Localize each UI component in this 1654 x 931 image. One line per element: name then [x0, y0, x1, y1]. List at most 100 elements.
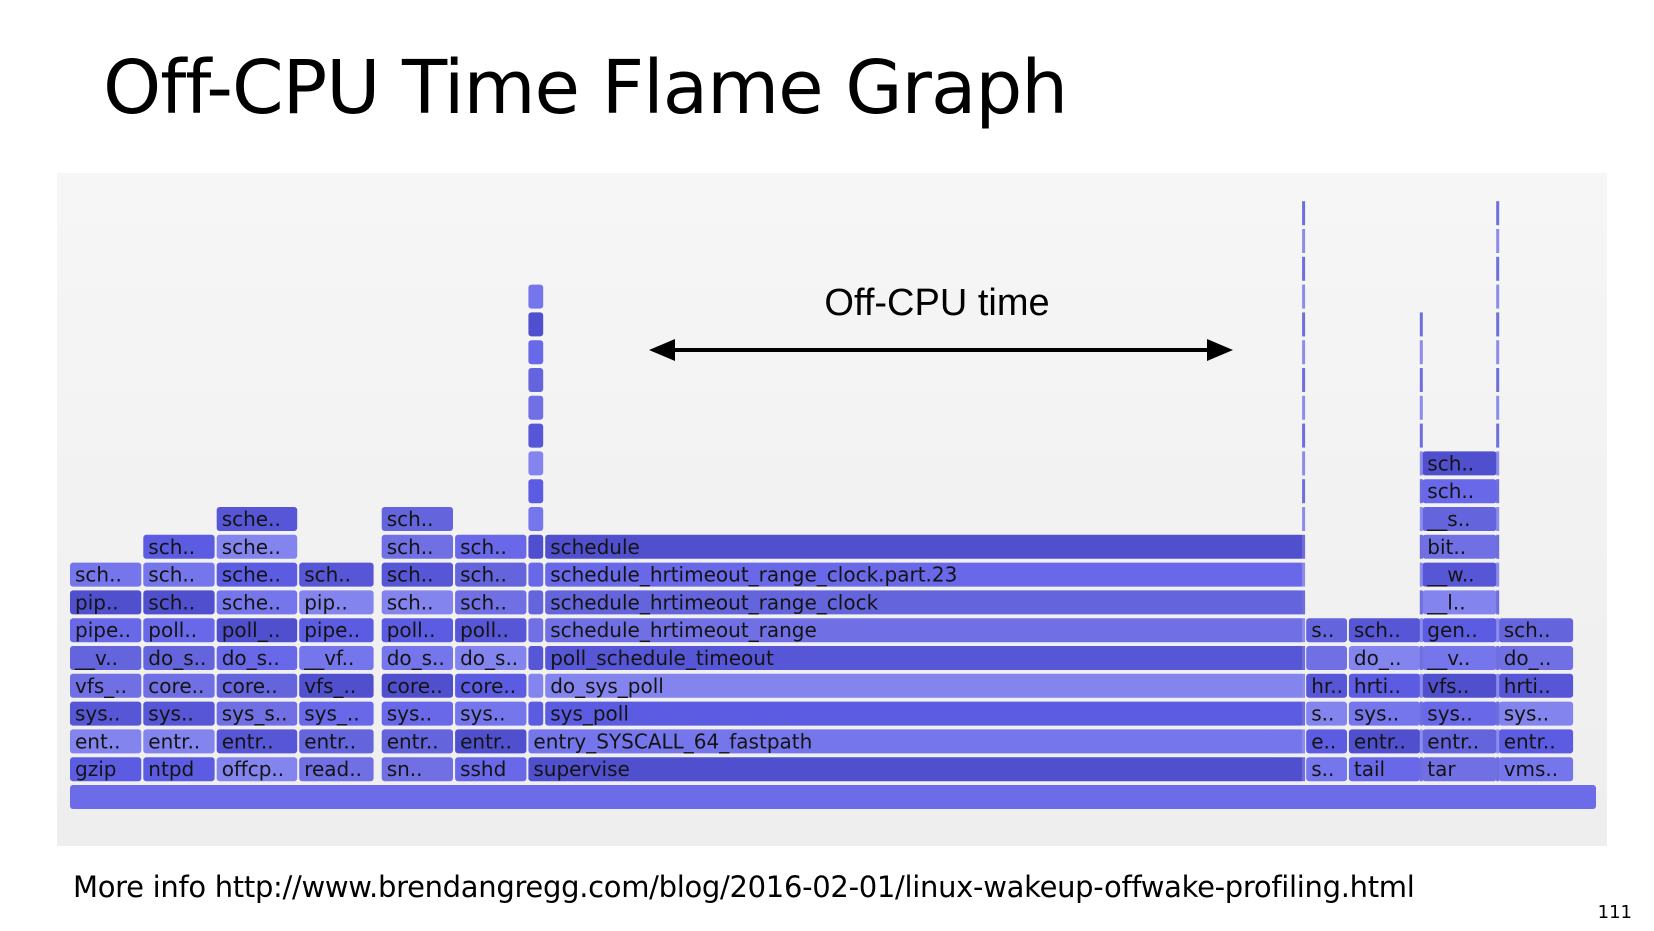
- flame-frame-rect[interactable]: [1348, 618, 1421, 643]
- flame-frame-rect[interactable]: [528, 757, 1305, 782]
- flame-frame[interactable]: [1306, 646, 1347, 670]
- flame-frame[interactable]: sys..: [143, 701, 215, 726]
- flame-frame-rect[interactable]: [545, 673, 1305, 698]
- flame-frame-rect[interactable]: [528, 395, 544, 420]
- flame-frame[interactable]: [528, 312, 544, 337]
- flame-frame[interactable]: schedule_hrtimeout_range_clock.part.23: [545, 562, 1305, 587]
- flame-frame-rect[interactable]: [299, 590, 374, 615]
- flame-frame[interactable]: do_sys_poll: [545, 673, 1305, 698]
- flame-frame-rect[interactable]: [70, 729, 142, 754]
- thin-stack-segment[interactable]: [1496, 757, 1500, 782]
- thin-stack-segment[interactable]: [1302, 534, 1306, 559]
- flame-frame[interactable]: sys..: [455, 701, 527, 726]
- flame-frame-rect[interactable]: [299, 562, 374, 587]
- flame-frame[interactable]: entr..: [1422, 729, 1497, 754]
- flame-frame[interactable]: [528, 340, 544, 365]
- flame-frame[interactable]: sche..: [216, 562, 298, 587]
- thin-stack-segment[interactable]: [1419, 590, 1423, 615]
- flame-frame-rect[interactable]: [299, 646, 374, 670]
- flame-frame-rect[interactable]: [1422, 757, 1497, 782]
- flame-frame-rect[interactable]: [299, 701, 374, 726]
- flame-frame-rect[interactable]: [1306, 618, 1347, 643]
- flame-frame[interactable]: bit..: [1422, 534, 1497, 559]
- flame-frame-rect[interactable]: [1498, 646, 1574, 670]
- thin-stack-segment[interactable]: [1419, 757, 1423, 782]
- flame-frame-rect[interactable]: [143, 534, 215, 559]
- flame-frame[interactable]: sch..: [381, 507, 453, 531]
- thin-stack-segment[interactable]: [1496, 340, 1500, 365]
- flame-frame-rect[interactable]: [381, 729, 453, 754]
- flame-frame-rect[interactable]: [381, 673, 453, 698]
- flame-frame-rect[interactable]: [381, 507, 453, 531]
- flame-frame[interactable]: sch..: [455, 562, 527, 587]
- flame-frame-rect[interactable]: [381, 646, 453, 670]
- flame-frame[interactable]: entr..: [455, 729, 527, 754]
- flame-frame-rect[interactable]: [528, 701, 544, 726]
- flame-frame-rect[interactable]: [1498, 673, 1574, 698]
- flame-frame[interactable]: s..: [1306, 618, 1347, 643]
- flame-frame[interactable]: __vf..: [299, 646, 374, 670]
- flame-frame[interactable]: sch..: [299, 562, 374, 587]
- flame-frame-rect[interactable]: [528, 590, 544, 615]
- flame-frame[interactable]: sys_poll: [545, 701, 1305, 726]
- flame-frame[interactable]: sch..: [381, 590, 453, 615]
- thin-stack-segment[interactable]: [1419, 673, 1423, 698]
- thin-stack-segment[interactable]: [1302, 729, 1306, 754]
- thin-stack-segment[interactable]: [1302, 451, 1306, 476]
- flame-frame[interactable]: sn..: [381, 757, 453, 782]
- flame-frame[interactable]: poll..: [143, 618, 215, 643]
- flame-frame-rect[interactable]: [216, 507, 298, 531]
- thin-stack-segment[interactable]: [1302, 479, 1306, 504]
- flame-frame[interactable]: schedule: [545, 534, 1305, 559]
- thin-stack-segment[interactable]: [1302, 590, 1306, 615]
- thin-stack-segment[interactable]: [1496, 312, 1500, 337]
- flame-frame[interactable]: sch..: [143, 534, 215, 559]
- flame-frame-rect[interactable]: [70, 562, 142, 587]
- thin-stack-segment[interactable]: [1496, 646, 1500, 670]
- flame-frame-rect[interactable]: [1498, 757, 1574, 782]
- flame-frame[interactable]: vfs_..: [70, 673, 142, 698]
- flame-frame[interactable]: sys..: [70, 701, 142, 726]
- flame-frame-rect[interactable]: [381, 618, 453, 643]
- flame-frame[interactable]: sch..: [70, 562, 142, 587]
- flame-frame[interactable]: offcp..: [216, 757, 298, 782]
- flame-frame-rect[interactable]: [528, 284, 544, 309]
- thin-stack-segment[interactable]: [1419, 729, 1423, 754]
- flame-frame-rect[interactable]: [1422, 479, 1497, 504]
- thin-stack-segment[interactable]: [1496, 201, 1500, 226]
- flame-frame[interactable]: __v..: [70, 646, 142, 670]
- flame-frame-rect[interactable]: [216, 590, 298, 615]
- flame-frame-rect[interactable]: [528, 673, 544, 698]
- flame-frame[interactable]: tail: [1348, 757, 1421, 782]
- thin-stack-segment[interactable]: [1496, 673, 1500, 698]
- flame-frame[interactable]: do_s..: [216, 646, 298, 670]
- flame-frame[interactable]: hrti..: [1348, 673, 1421, 698]
- flame-frame-rect[interactable]: [528, 618, 544, 643]
- thin-stack-segment[interactable]: [1302, 284, 1306, 309]
- flame-frame-rect[interactable]: [216, 757, 298, 782]
- thin-stack-segment[interactable]: [1419, 368, 1423, 392]
- flame-frame[interactable]: sch..: [143, 590, 215, 615]
- thin-stack-segment[interactable]: [1302, 673, 1306, 698]
- flame-frame[interactable]: sch..: [143, 562, 215, 587]
- thin-stack-segment[interactable]: [1419, 479, 1423, 504]
- flame-frame-rect[interactable]: [1422, 534, 1497, 559]
- flame-frame[interactable]: pipe..: [70, 618, 142, 643]
- flame-frame-rect[interactable]: [528, 479, 544, 504]
- flame-frame[interactable]: entr..: [381, 729, 453, 754]
- flame-frame-rect[interactable]: [1422, 507, 1497, 531]
- flame-frame[interactable]: core..: [143, 673, 215, 698]
- flame-frame-rect[interactable]: [143, 562, 215, 587]
- flame-frame[interactable]: sys..: [1422, 701, 1497, 726]
- flame-frame-rect[interactable]: [299, 729, 374, 754]
- flame-frame[interactable]: schedule_hrtimeout_range_clock: [545, 590, 1305, 615]
- flame-frame[interactable]: poll..: [455, 618, 527, 643]
- flame-frame[interactable]: vms..: [1498, 757, 1574, 782]
- flame-frame-rect[interactable]: [143, 673, 215, 698]
- flame-frame-rect[interactable]: [455, 729, 527, 754]
- flame-frame[interactable]: poll..: [381, 618, 453, 643]
- flame-frame-rect[interactable]: [545, 534, 1305, 559]
- thin-stack-segment[interactable]: [1496, 423, 1500, 448]
- flame-frame-rect[interactable]: [528, 312, 544, 337]
- flame-frame[interactable]: do_s..: [143, 646, 215, 670]
